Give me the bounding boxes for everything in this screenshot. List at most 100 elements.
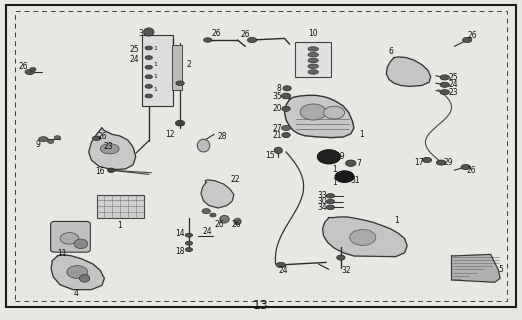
Ellipse shape — [92, 136, 101, 140]
Ellipse shape — [308, 47, 318, 51]
Ellipse shape — [346, 160, 356, 166]
Ellipse shape — [281, 125, 291, 131]
Ellipse shape — [176, 81, 184, 85]
Text: 20: 20 — [273, 104, 282, 113]
Polygon shape — [51, 254, 104, 290]
Text: 24: 24 — [203, 227, 212, 236]
Ellipse shape — [30, 68, 36, 71]
FancyBboxPatch shape — [51, 221, 90, 252]
Text: 35: 35 — [273, 92, 282, 100]
Ellipse shape — [282, 106, 290, 111]
Ellipse shape — [25, 69, 34, 75]
Ellipse shape — [145, 46, 152, 50]
Text: 21: 21 — [273, 131, 282, 140]
Ellipse shape — [326, 199, 335, 204]
Text: 3: 3 — [138, 29, 144, 38]
Ellipse shape — [308, 58, 318, 63]
Text: 10: 10 — [309, 29, 318, 38]
Text: 26: 26 — [212, 29, 221, 38]
Ellipse shape — [145, 75, 152, 79]
Ellipse shape — [39, 137, 48, 142]
Ellipse shape — [440, 82, 449, 87]
Text: 33: 33 — [318, 191, 327, 200]
Ellipse shape — [308, 70, 318, 74]
Text: 28: 28 — [217, 132, 227, 141]
Polygon shape — [386, 57, 431, 86]
Ellipse shape — [436, 160, 446, 165]
Text: 22: 22 — [230, 175, 240, 184]
Polygon shape — [89, 128, 136, 170]
Bar — [172, 45, 182, 90]
Ellipse shape — [337, 255, 345, 260]
Text: 1: 1 — [153, 45, 158, 51]
Text: 1: 1 — [394, 216, 399, 225]
Ellipse shape — [282, 132, 290, 138]
Text: 26: 26 — [468, 31, 477, 40]
Text: 1: 1 — [331, 178, 337, 187]
Ellipse shape — [74, 239, 88, 249]
Text: 13: 13 — [253, 299, 269, 312]
Text: 25: 25 — [448, 73, 458, 82]
Text: 1: 1 — [331, 165, 337, 174]
Text: 18: 18 — [175, 247, 185, 256]
Text: 23: 23 — [104, 142, 113, 151]
Ellipse shape — [234, 218, 241, 225]
Ellipse shape — [145, 56, 152, 60]
Text: 26: 26 — [19, 62, 28, 71]
Text: 11: 11 — [57, 249, 66, 258]
Text: 5: 5 — [499, 265, 504, 274]
Text: 26: 26 — [467, 166, 476, 175]
Ellipse shape — [48, 140, 54, 143]
Ellipse shape — [300, 104, 326, 120]
Text: 15: 15 — [266, 151, 275, 160]
Text: 29: 29 — [443, 158, 453, 167]
Ellipse shape — [202, 209, 210, 214]
Text: 2: 2 — [186, 60, 192, 68]
Ellipse shape — [317, 150, 340, 164]
Ellipse shape — [100, 144, 119, 154]
Polygon shape — [201, 180, 234, 208]
Text: 1: 1 — [359, 130, 364, 139]
Ellipse shape — [281, 93, 291, 99]
Ellipse shape — [185, 233, 193, 237]
Text: 19: 19 — [336, 152, 345, 161]
Text: 1: 1 — [153, 87, 158, 92]
Text: 9: 9 — [35, 140, 41, 148]
Text: 34: 34 — [318, 203, 327, 212]
Polygon shape — [323, 217, 407, 257]
Text: 16: 16 — [96, 167, 105, 176]
Ellipse shape — [335, 171, 354, 182]
Ellipse shape — [210, 213, 216, 217]
Ellipse shape — [145, 84, 152, 88]
Text: 1: 1 — [117, 221, 123, 230]
Ellipse shape — [326, 194, 335, 198]
Ellipse shape — [79, 275, 90, 282]
Ellipse shape — [185, 248, 193, 252]
Ellipse shape — [440, 75, 449, 80]
Text: 24: 24 — [448, 80, 458, 89]
Text: 14: 14 — [175, 229, 185, 238]
Ellipse shape — [220, 215, 229, 223]
Ellipse shape — [350, 229, 376, 245]
Ellipse shape — [144, 28, 154, 36]
Text: 30: 30 — [318, 197, 327, 206]
Text: 17: 17 — [414, 158, 424, 167]
Ellipse shape — [461, 164, 470, 170]
Ellipse shape — [175, 120, 185, 126]
Ellipse shape — [308, 52, 318, 57]
Text: 1: 1 — [153, 74, 158, 79]
Text: 26: 26 — [98, 132, 107, 140]
Text: 8: 8 — [277, 84, 282, 93]
Bar — [295, 42, 331, 77]
Ellipse shape — [145, 65, 152, 69]
Text: 25: 25 — [130, 45, 139, 54]
Bar — [142, 35, 173, 106]
Text: 6: 6 — [388, 47, 393, 56]
Ellipse shape — [326, 205, 335, 210]
Ellipse shape — [145, 94, 152, 98]
Polygon shape — [452, 254, 500, 282]
Ellipse shape — [108, 168, 115, 172]
Text: 4: 4 — [73, 289, 78, 298]
Ellipse shape — [422, 157, 432, 163]
Ellipse shape — [54, 136, 61, 140]
